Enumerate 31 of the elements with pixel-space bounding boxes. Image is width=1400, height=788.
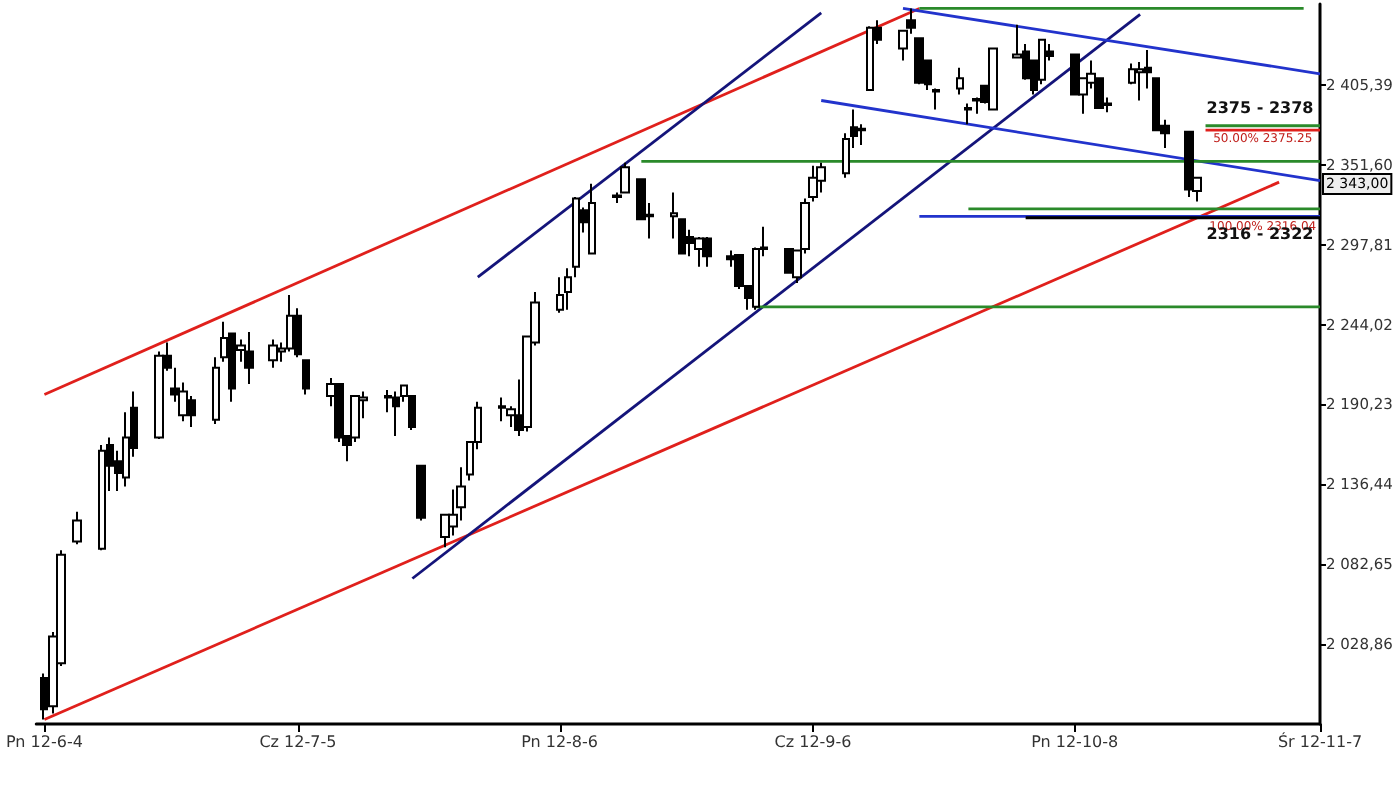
candlestick: [702, 236, 712, 268]
x-tick-label: Pn 12-8-6: [521, 733, 598, 751]
candlestick: [244, 331, 254, 386]
candlestick: [932, 87, 940, 111]
candlestick: [816, 161, 826, 194]
candlestick: [588, 182, 596, 255]
candlestick: [416, 464, 426, 522]
candlestick: [914, 37, 924, 86]
candlestick: [866, 25, 874, 92]
candlestick: [72, 510, 82, 546]
candlestick: [212, 356, 220, 426]
candlestick: [268, 338, 278, 369]
annotation: 2375 - 2378: [1206, 99, 1315, 117]
candlestick: [964, 102, 972, 126]
x-tick-label: Śr 12-11-7: [1277, 731, 1363, 751]
candlestick: [678, 218, 686, 255]
candlestick: [98, 443, 106, 552]
x-tick-label: Pn 12-10-8: [1031, 733, 1119, 751]
candlestick: [988, 47, 998, 111]
candlestick: [694, 236, 704, 268]
x-tick-label: Cz 12-7-5: [259, 733, 337, 751]
candlestick: [808, 164, 818, 203]
candlestick: [670, 191, 678, 240]
x-tick-label: Cz 12-9-6: [774, 733, 852, 751]
candlestick: [956, 66, 964, 96]
candlestick: [302, 359, 310, 396]
x-tick-label: Pn 12-6-4: [5, 733, 83, 751]
candlestick: [556, 276, 564, 314]
candlestick: [154, 350, 164, 440]
candlestick: [1184, 130, 1194, 198]
candlestick: [392, 390, 400, 437]
